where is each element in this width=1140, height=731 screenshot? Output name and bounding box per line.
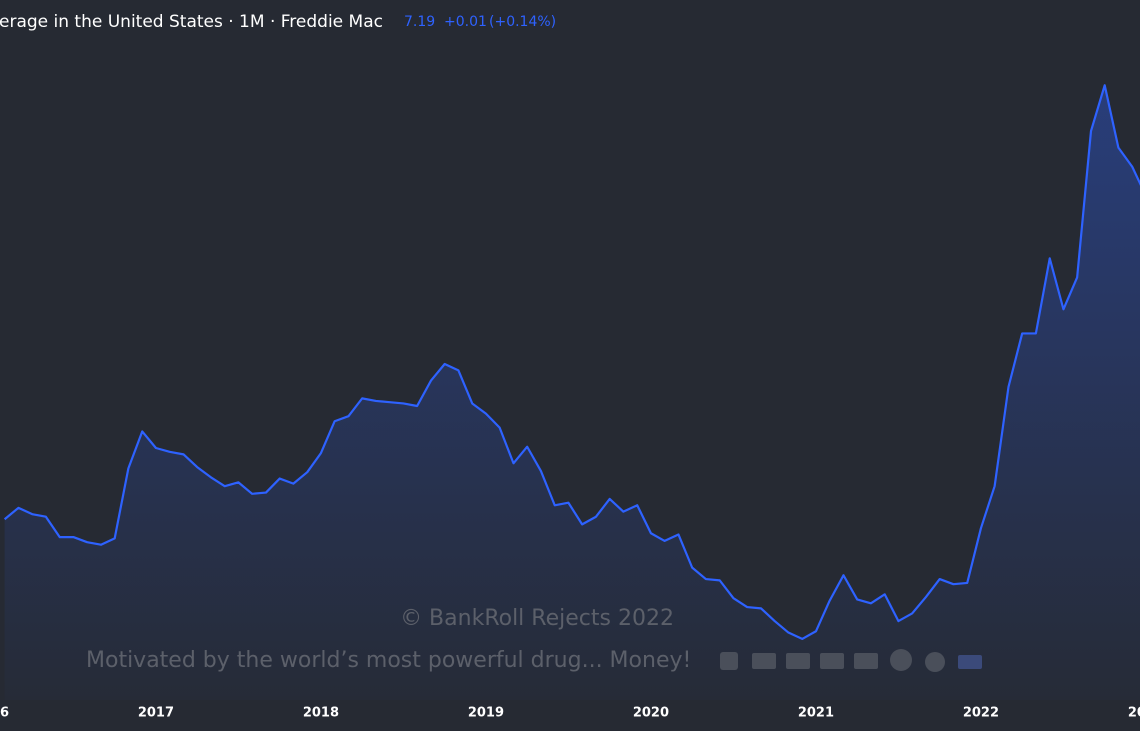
watermark: © BankRoll Rejects 2022 xyxy=(400,606,674,631)
x-tick-label: 2021 xyxy=(798,706,834,721)
x-tick-label: 2020 xyxy=(633,706,669,721)
change: +0.01 xyxy=(444,14,487,30)
tagline: Motivated by the world’s most powerful d… xyxy=(86,648,691,673)
change-percent: (+0.14%) xyxy=(489,14,556,30)
x-tick-label: 2017 xyxy=(138,706,174,721)
x-tick-label: 2023 xyxy=(1128,706,1140,721)
x-tick-label: 2016 xyxy=(0,706,9,721)
watermark-icons xyxy=(720,649,982,672)
line xyxy=(3,84,1140,641)
x-tick-label: 2018 xyxy=(303,706,339,721)
x-tick-label: 2019 xyxy=(468,706,504,721)
chart-title: erage in the United States · 1M · Freddi… xyxy=(0,12,383,32)
area-fill xyxy=(4,85,1140,700)
last-value: 7.19 xyxy=(404,14,435,30)
plot-area xyxy=(3,84,1140,700)
x-tick-label: 2022 xyxy=(963,706,999,721)
